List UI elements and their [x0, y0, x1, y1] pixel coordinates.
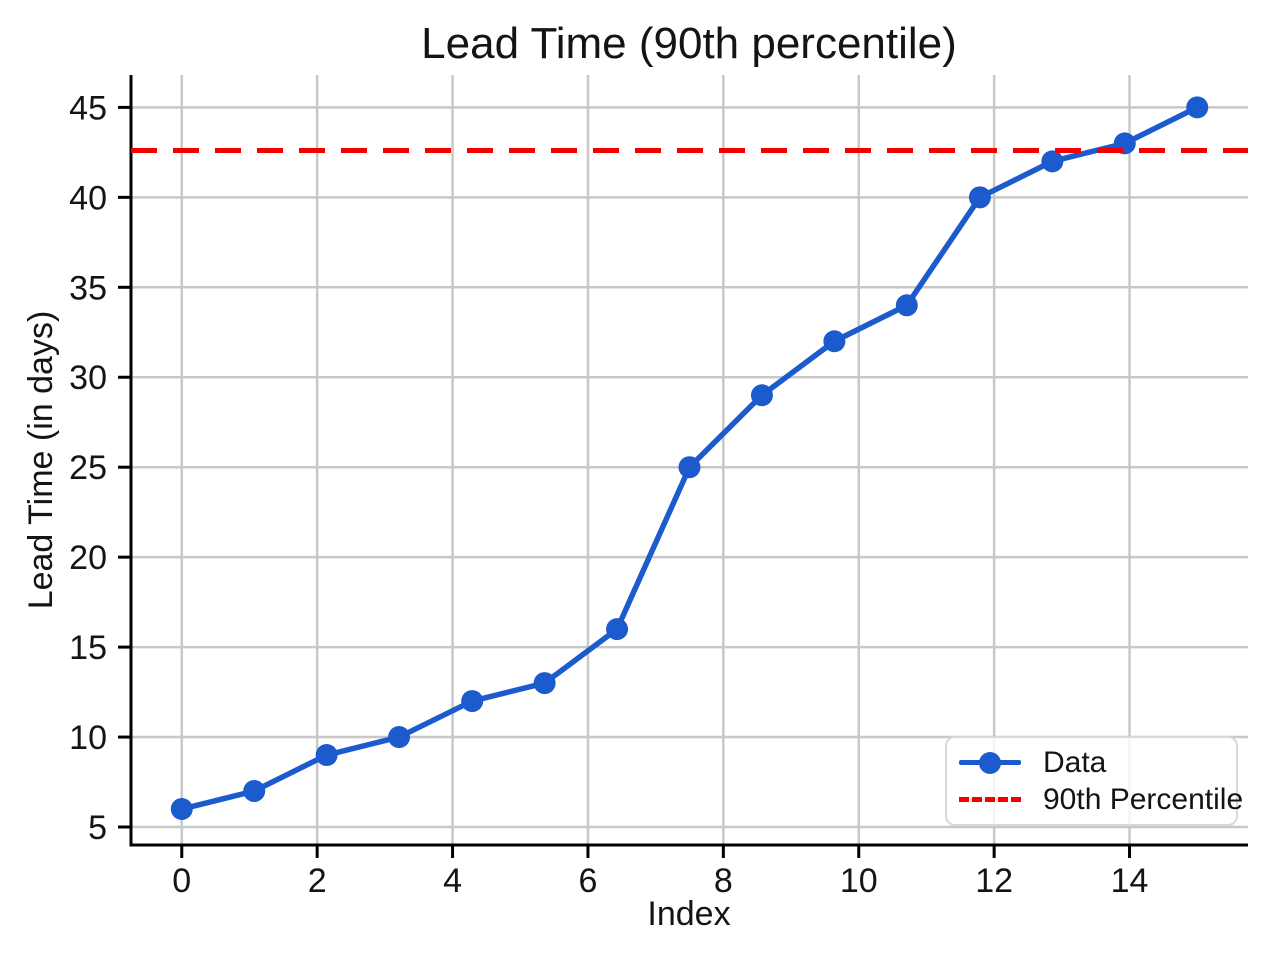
chart-title: Lead Time (90th percentile)	[421, 19, 957, 68]
y-tick-label: 30	[69, 359, 107, 397]
data-point-marker	[606, 618, 629, 641]
data-point-marker	[895, 294, 918, 317]
data-point-marker	[1041, 150, 1064, 173]
x-tick-label: 14	[1111, 862, 1149, 900]
legend-line-sample-data	[959, 751, 1021, 774]
legend-label-percentile: 90th Percentile	[1043, 782, 1244, 816]
y-tick-label: 20	[69, 539, 107, 577]
y-tick-label: 25	[69, 449, 107, 487]
x-tick-label: 0	[172, 862, 191, 900]
y-tick-label: 5	[88, 809, 107, 847]
tick-layer: 0 2 4 6 8 10 12 14 5 10 15 20 25 30 35 40 45	[69, 89, 1148, 900]
data-point-marker	[388, 726, 411, 749]
data-point-marker	[823, 330, 846, 353]
x-tick-label: 4	[443, 862, 462, 900]
y-axis-label: Lead Time (in days)	[22, 311, 60, 610]
x-axis-label: Index	[647, 895, 730, 933]
data-point-marker	[678, 456, 701, 479]
data-point-marker	[170, 798, 193, 821]
y-tick-label: 10	[69, 719, 107, 757]
x-tick-label: 8	[714, 862, 733, 900]
y-tick-label: 40	[69, 179, 107, 217]
data-point-marker	[1186, 96, 1209, 119]
data-point-marker	[968, 186, 991, 209]
legend-item-percentile: 90th Percentile	[959, 781, 1243, 818]
data-point-marker	[243, 780, 266, 803]
y-tick-label: 15	[69, 629, 107, 667]
x-tick-label: 6	[578, 862, 597, 900]
legend-item-data: Data	[959, 744, 1224, 781]
x-tick-label: 10	[840, 862, 878, 900]
data-point-marker	[315, 744, 338, 767]
x-tick-label: 12	[975, 862, 1013, 900]
data-point-marker	[461, 690, 484, 713]
data-point-marker	[750, 384, 773, 407]
series-layer	[131, 96, 1248, 821]
y-tick-label: 45	[69, 89, 107, 127]
data-point-marker	[533, 672, 556, 695]
legend-marker-dot	[979, 751, 1001, 774]
legend-dash-sample-percentile	[959, 797, 1021, 802]
y-tick-label: 35	[69, 269, 107, 307]
chart-legend: Data 90th Percentile	[945, 736, 1243, 826]
x-tick-label: 2	[308, 862, 327, 900]
legend-label-data: Data	[1043, 745, 1107, 779]
